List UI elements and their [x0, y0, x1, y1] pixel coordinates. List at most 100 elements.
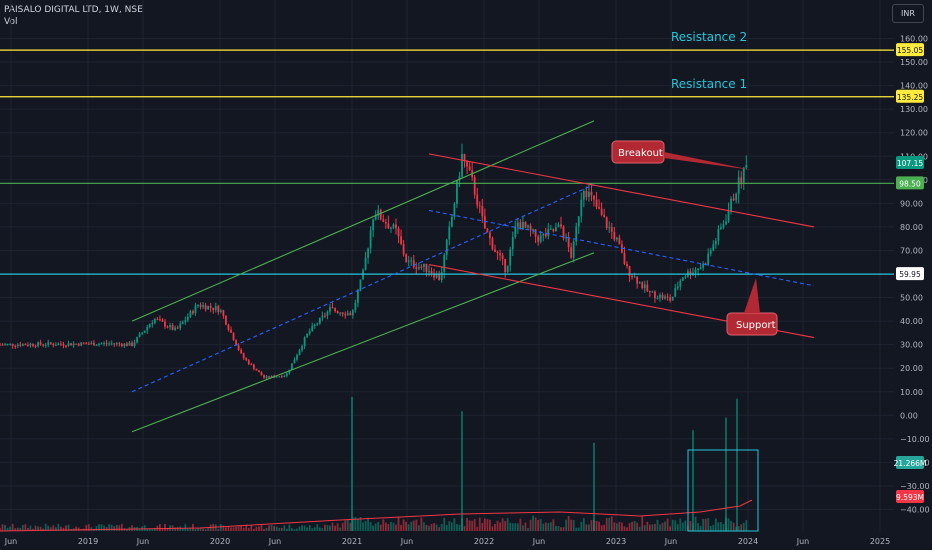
volume-bar [506, 518, 509, 531]
x-tick-label: 2021 [342, 537, 362, 546]
volume-bar [440, 523, 443, 531]
candle-body [27, 345, 29, 347]
candle-body [496, 252, 499, 254]
x-tick-label: Jun [664, 537, 678, 546]
volume-bar [126, 529, 128, 531]
volume-bar [77, 527, 80, 531]
y-tick-label: −30.00 [900, 482, 930, 491]
candle-body [552, 228, 555, 232]
candle-body [567, 237, 570, 248]
candle-body [204, 305, 207, 310]
candle-body [39, 342, 42, 345]
y-tick-label: 150.00 [900, 58, 928, 67]
candle-body [268, 376, 270, 378]
volume-bar [52, 525, 55, 531]
candle-body [95, 344, 98, 346]
candle-body [324, 315, 326, 317]
candle-body [237, 345, 240, 350]
volume-bar [67, 524, 70, 531]
candle-body [133, 342, 136, 346]
volume-bar [648, 524, 651, 531]
candle-body [80, 342, 83, 346]
candle-body [626, 263, 628, 267]
candle-body [156, 318, 159, 320]
x-tick-label: 2022 [474, 537, 494, 546]
volume-bar [247, 527, 250, 531]
candle-body [232, 332, 235, 341]
volume-bar [532, 515, 534, 531]
volume-bar [339, 527, 342, 531]
volume-bar [334, 525, 336, 531]
candle-body [105, 342, 108, 344]
candle-body [126, 343, 128, 346]
candle-body [511, 237, 514, 250]
volume-bar [311, 528, 314, 531]
trendline [131, 252, 595, 433]
candle-body [582, 191, 585, 200]
candle-body [494, 249, 496, 253]
y-tick-label: 50.00 [900, 294, 923, 303]
candle-body [11, 343, 14, 346]
volume-bar [390, 521, 392, 531]
price-badge-label: 107.15 [897, 159, 923, 168]
volume-bar [118, 525, 121, 531]
candle-body [321, 315, 324, 318]
volume-bar [618, 521, 621, 531]
volume-bar [628, 523, 631, 531]
volume-bar [336, 523, 339, 531]
volume-bar [730, 520, 732, 531]
volume-bar [362, 522, 364, 531]
x-axis: Jun 2019 Jun 2020 Jun 2021 Jun 2022 Jun 2023 Jun 20… [4, 537, 890, 546]
volume-bar [301, 525, 303, 531]
volume-bar [453, 518, 456, 531]
candle-body [334, 308, 336, 312]
candle-body [664, 296, 666, 299]
volume-bar [499, 522, 501, 531]
candle-body [679, 280, 682, 287]
candle-body [103, 342, 105, 344]
volume-bar [27, 527, 29, 531]
candle-body [468, 166, 471, 171]
volume-bar [412, 520, 415, 531]
volume-bar [326, 525, 329, 531]
candle-body [225, 316, 227, 325]
volume-bar [742, 522, 745, 531]
candle-body [181, 321, 184, 324]
volume-bar [39, 526, 42, 531]
candle-body [435, 274, 438, 278]
candle-body [430, 271, 433, 274]
candle-body [176, 327, 179, 329]
volume-bar [120, 523, 123, 531]
price-badge [896, 267, 924, 281]
volume-bar [34, 525, 37, 531]
symbol-title[interactable]: PAISALO DIGITAL LTD, 1W, NSE [4, 5, 143, 15]
x-tick-label: Jun [268, 537, 282, 546]
volume-bar [306, 527, 309, 531]
candle-body [293, 359, 296, 364]
candle-body [349, 313, 352, 316]
volume-bar [524, 522, 527, 531]
volume-bar [585, 524, 588, 531]
candle-body [633, 276, 636, 278]
volume-bar [646, 521, 649, 531]
candle-body [136, 337, 138, 343]
volume-bar [603, 524, 606, 531]
currency-button[interactable]: INR [892, 4, 924, 23]
candle-body [62, 344, 65, 346]
volume-bar [16, 527, 19, 531]
volume-bar [643, 525, 646, 531]
y-tick-label: 30.00 [900, 341, 923, 350]
candle-body [369, 230, 372, 249]
candle-body [522, 222, 524, 230]
candle-body [646, 284, 649, 292]
volume-bar [37, 526, 39, 531]
volume-bar [722, 524, 725, 531]
volume-bar [560, 527, 562, 531]
candle-body [643, 284, 646, 289]
x-tick-label: Jun [796, 537, 810, 546]
candle-body [659, 294, 661, 299]
volume-box [687, 449, 759, 532]
volume-bar [161, 528, 164, 531]
support-pointer [744, 278, 760, 313]
